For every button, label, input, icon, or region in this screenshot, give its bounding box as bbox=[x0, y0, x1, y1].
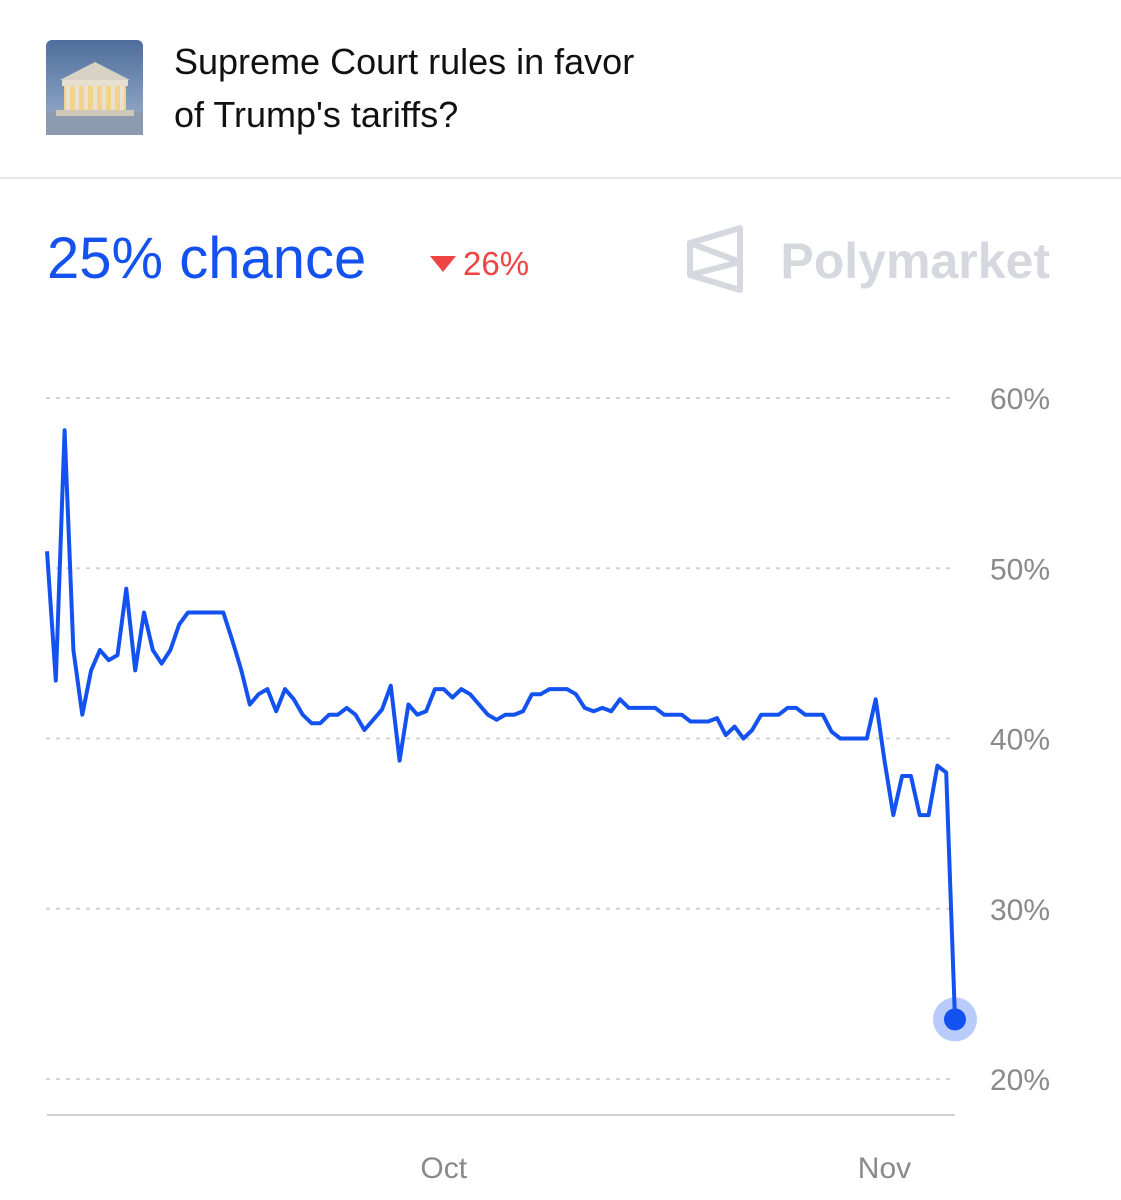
title-line: of Trump's tariffs? bbox=[174, 94, 458, 135]
change: 26% bbox=[463, 245, 529, 282]
brand-logo bbox=[687, 225, 743, 293]
title-line: Supreme Court rules in favor bbox=[174, 41, 634, 82]
thumbnail bbox=[46, 40, 143, 135]
end-point bbox=[944, 1008, 966, 1031]
y-tick-label: 60% bbox=[990, 383, 1050, 416]
headline: 25% chance bbox=[47, 226, 366, 291]
x-tick-label: Nov bbox=[858, 1152, 911, 1185]
y-tick-label: 50% bbox=[990, 553, 1050, 586]
y-tick-label: 20% bbox=[990, 1064, 1050, 1097]
x-tick-label: Oct bbox=[420, 1152, 467, 1185]
y-tick-label: 30% bbox=[990, 894, 1050, 927]
brand: Polymarket bbox=[780, 233, 1050, 289]
down-arrow bbox=[430, 256, 456, 272]
line bbox=[45, 428, 957, 1020]
y-tick-label: 40% bbox=[990, 724, 1050, 757]
